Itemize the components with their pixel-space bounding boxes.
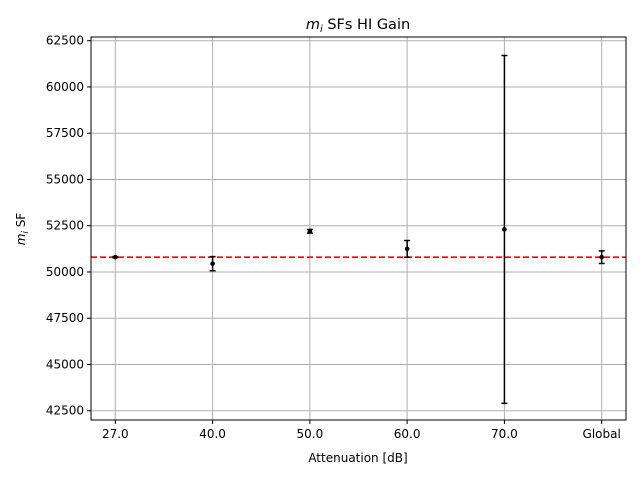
y-axis-label: mi SF [14,213,31,246]
y-tick-label: 47500 [46,311,84,325]
title-rest: SFs HI Gain [323,17,410,33]
ylabel-rest: SF [14,213,28,231]
x-tick-label: 40.0 [199,427,226,441]
y-tick-label: 42500 [46,404,84,418]
y-tick-label: 55000 [46,172,84,186]
y-tick-label: 60000 [46,80,84,94]
y-tick-label: 62500 [46,34,84,48]
y-tick-label: 45000 [46,357,84,371]
data-point [210,261,215,266]
y-tick-label: 57500 [46,126,84,140]
data-point [599,254,604,260]
y-tick-label: 50000 [46,265,84,279]
title-variable: m [306,17,320,33]
data-point [113,254,118,260]
data-point [404,246,410,252]
x-tick-label: 60.0 [394,427,421,441]
x-tick-label: 70.0 [491,427,518,441]
x-tick-label: 27.0 [102,427,129,441]
data-point [502,227,507,232]
x-axis-ticks: 27.0 40.0 50.0 60.0 70.0 Global [102,420,621,441]
data-point [307,228,313,234]
title-subscript: i [320,24,323,35]
x-axis-label: Attenuation [dB] [308,451,407,465]
ylabel-variable: m [14,234,28,246]
y-tick-label: 52500 [46,219,84,233]
ylabel-subscript: i [21,231,31,234]
x-tick-label: 50.0 [297,427,324,441]
plot-area-frame [90,36,627,421]
chart-title: mi SFs HI Gain [306,17,410,35]
x-tick-label: Global [583,427,621,441]
data-points [113,227,604,266]
y-axis-ticks: 42500 45000 47500 50000 52500 55000 57500 60000… [46,34,91,418]
